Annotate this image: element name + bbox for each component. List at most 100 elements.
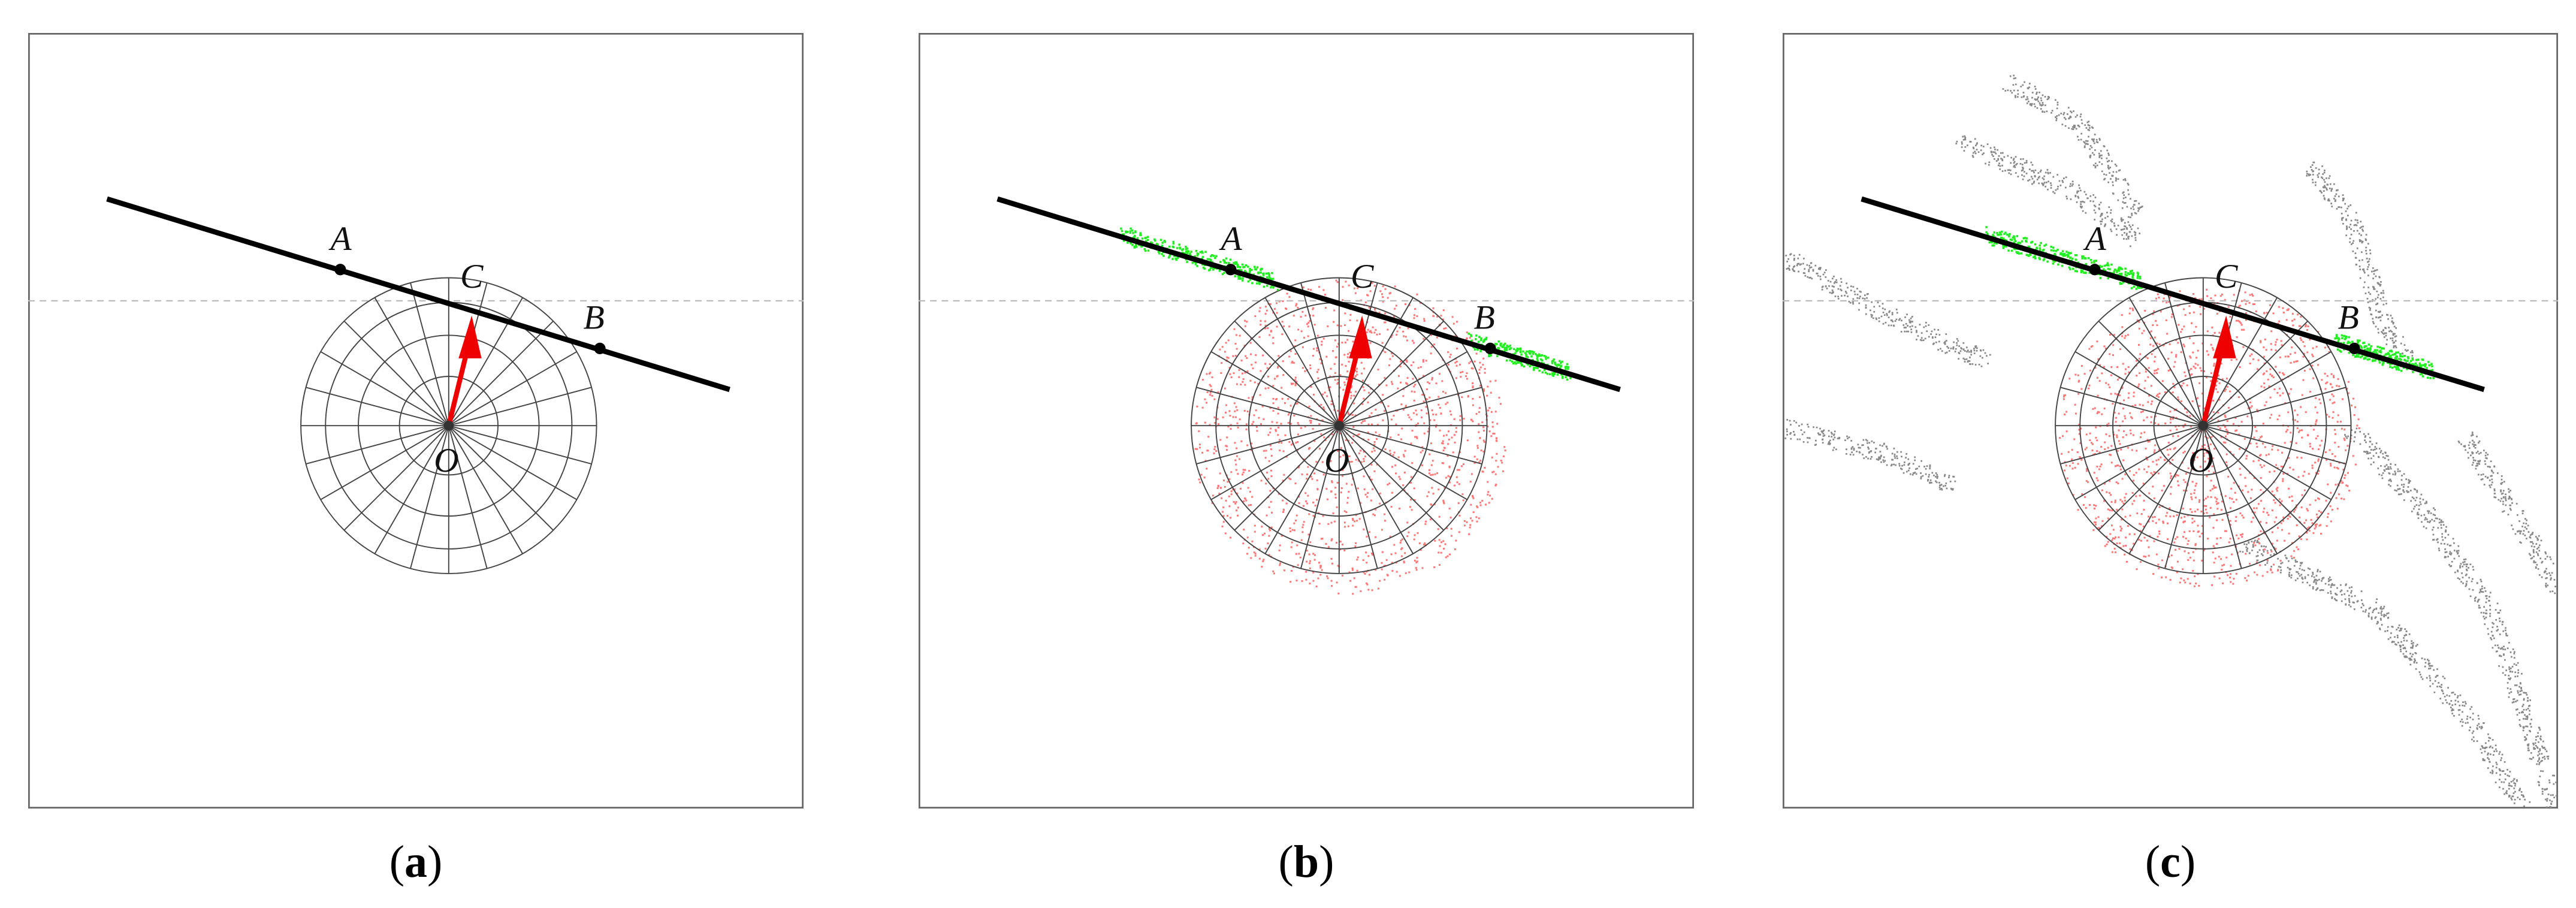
point — [1194, 255, 1197, 258]
point — [1934, 328, 1935, 331]
point — [2444, 551, 2447, 553]
point — [1186, 252, 1189, 255]
point — [1475, 338, 1477, 340]
point — [2454, 571, 2456, 574]
point — [1408, 571, 1411, 574]
point — [1234, 442, 1236, 444]
point — [1285, 455, 1288, 458]
point — [2506, 687, 2509, 689]
point — [1825, 276, 1827, 278]
point — [1806, 264, 1808, 266]
point — [1297, 564, 1299, 566]
point — [2480, 589, 2481, 590]
point — [2127, 237, 2130, 240]
point — [2255, 555, 2258, 557]
point — [2015, 164, 2017, 166]
point — [1369, 342, 1372, 344]
point — [2489, 613, 2492, 615]
point — [1236, 492, 1239, 494]
point — [1307, 321, 1310, 324]
point — [2290, 577, 2293, 579]
point — [2260, 545, 2263, 547]
point — [2080, 132, 2083, 135]
point — [1516, 348, 1519, 351]
point — [1266, 367, 1269, 369]
point — [1445, 556, 1447, 559]
point — [2137, 207, 2139, 209]
point — [1567, 367, 1569, 370]
point — [2022, 92, 2025, 93]
point — [2467, 722, 2469, 724]
point — [1536, 355, 1539, 358]
point — [2426, 502, 2428, 504]
point — [1267, 478, 1270, 480]
point — [1945, 333, 1947, 335]
point — [1334, 339, 1336, 342]
point — [1381, 293, 1384, 295]
point — [1257, 382, 1260, 385]
point — [2550, 794, 2552, 797]
point — [1298, 496, 1300, 498]
point — [2391, 331, 2393, 333]
point — [2111, 218, 2113, 221]
point — [2436, 674, 2439, 677]
point — [1798, 254, 1801, 256]
point — [2126, 228, 2128, 230]
point — [1567, 366, 1569, 369]
point — [2500, 490, 2502, 493]
point — [2424, 662, 2427, 664]
point — [1341, 363, 1343, 366]
point — [1943, 342, 1946, 344]
point — [2075, 128, 2077, 130]
circle-cloud — [1194, 279, 1506, 595]
point — [1371, 423, 1373, 426]
point — [2492, 754, 2495, 756]
point — [1472, 404, 1474, 406]
point — [1520, 353, 1523, 356]
point — [2382, 303, 2385, 306]
point — [1392, 454, 1394, 456]
point — [1477, 340, 1480, 343]
point — [1957, 340, 1959, 342]
point — [1342, 454, 1345, 457]
point — [2508, 674, 2510, 677]
point — [2545, 584, 2547, 587]
point — [2548, 572, 2550, 574]
point — [1485, 503, 1487, 506]
point — [2519, 530, 2521, 533]
point — [1478, 423, 1480, 426]
point — [1989, 354, 1991, 356]
point — [2397, 468, 2399, 470]
point — [1934, 336, 1937, 339]
point — [1239, 334, 1241, 337]
point — [2017, 93, 2019, 95]
point — [1478, 407, 1481, 409]
point — [2389, 636, 2391, 639]
point — [2517, 675, 2518, 677]
point — [2094, 134, 2096, 135]
point — [1209, 394, 1211, 396]
point — [2448, 695, 2451, 697]
point — [1423, 337, 1425, 340]
point — [1833, 286, 1835, 288]
point — [1136, 237, 1139, 240]
point — [2487, 628, 2489, 630]
point — [2467, 451, 2469, 454]
point — [1212, 255, 1215, 257]
point — [2508, 696, 2510, 698]
point — [2502, 770, 2505, 772]
label-a: A — [328, 220, 352, 258]
point — [2042, 104, 2044, 106]
point — [1908, 462, 1911, 464]
point — [2508, 692, 2511, 694]
point — [2046, 98, 2049, 101]
point — [1222, 259, 1225, 261]
point — [2066, 197, 2068, 200]
point — [2078, 125, 2080, 128]
point — [2367, 301, 2369, 303]
point — [2508, 788, 2510, 790]
point — [2493, 637, 2495, 639]
point — [1530, 355, 1533, 358]
point — [2246, 550, 2248, 553]
point — [1373, 470, 1376, 472]
